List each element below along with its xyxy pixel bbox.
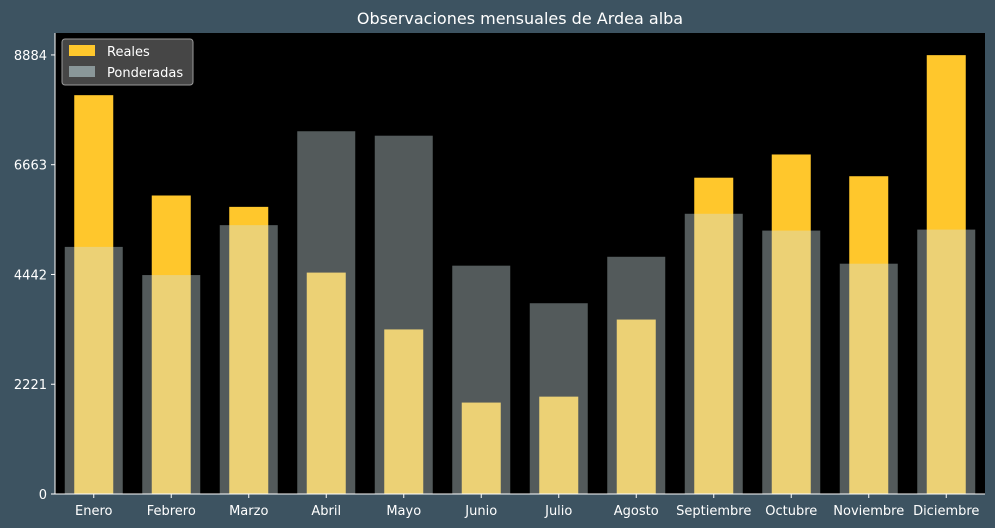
bar-reales [74,95,114,494]
axes: Enero Febrero Marzo Abril Mayo Junio Julio Agos… [14,33,985,519]
bar-reales [694,177,734,495]
x-tick-label: Julio [544,504,572,519]
bar-reales [926,55,966,494]
x-tick-label: Febrero [147,504,196,519]
bar-reales [616,319,656,494]
bar-reales [229,206,269,495]
x-tick-label: Enero [75,504,113,519]
x-tick-label: Mayo [386,504,421,519]
x-tick-label: Abril [311,504,341,519]
x-tick-label: Octubre [765,504,817,519]
legend: Reales Ponderadas [61,38,194,86]
bar-ponderadas [917,229,976,495]
bar-reales [306,272,346,494]
x-tick-label: Junio [464,504,497,519]
y-tick-label: 6663 [14,159,47,174]
bar-reales [151,195,191,494]
x-tick-label: Agosto [614,504,659,519]
legend-swatch [69,66,95,77]
y-tick-label: 0 [39,488,47,503]
bar-ponderadas [452,265,511,494]
plot-area [55,33,985,494]
legend-label: Reales [107,45,150,60]
bar-ponderadas [762,230,821,494]
y-tick-label: 8884 [14,49,47,64]
bar-ponderadas [374,135,433,495]
bar-reales [539,396,579,494]
bar-reales [771,154,811,494]
chart-title: Observaciones mensuales de Ardea alba [357,9,683,28]
legend-label: Ponderadas [107,66,183,81]
bar-ponderadas [684,213,743,494]
bar-ponderadas [529,303,588,494]
legend-swatch [69,45,95,56]
y-tick-label: 4442 [14,268,47,283]
x-tick-label: Marzo [229,504,268,519]
bar-ponderadas [607,256,666,494]
x-tick-label: Septiembre [676,504,751,519]
bar-ponderadas [839,263,898,494]
x-tick-label: Diciembre [913,504,979,519]
x-tick-label: Noviembre [833,504,904,519]
bars-ponderadas [64,131,976,495]
bar-ponderadas [64,246,123,494]
bar-reales [461,402,501,494]
bar-ponderadas [297,131,356,494]
bar-reales [849,176,889,494]
bar-ponderadas [142,275,201,494]
y-tick-label: 2221 [14,378,47,393]
bar-reales [384,329,424,494]
bars-reales [74,55,966,495]
bar-ponderadas [219,225,278,494]
